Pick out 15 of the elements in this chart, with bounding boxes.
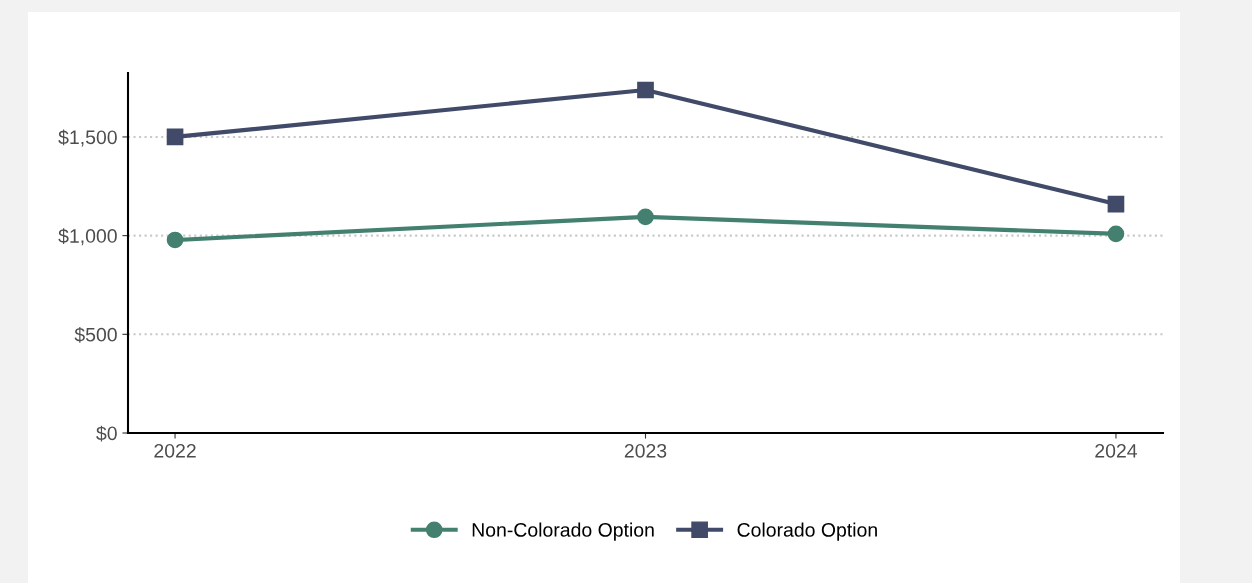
- point: [637, 208, 654, 226]
- point: [166, 231, 184, 249]
- point: [1107, 225, 1125, 243]
- point: [637, 81, 654, 99]
- y-tick-label: $1,500: [58, 129, 117, 147]
- legend-label: Non-Colorado Option: [472, 522, 654, 541]
- x-tick-label: 2023: [624, 443, 667, 458]
- y-tick-label: $0: [96, 425, 117, 442]
- point: [166, 128, 184, 146]
- y-tick-label: $500: [74, 326, 117, 343]
- x-tick-label: 2022: [154, 443, 196, 458]
- point: [1107, 195, 1125, 213]
- legend-label: Colorado Option: [737, 522, 877, 541]
- x-tick-label: 2024: [1095, 443, 1138, 458]
- y-tick-label: $1,000: [58, 228, 117, 246]
